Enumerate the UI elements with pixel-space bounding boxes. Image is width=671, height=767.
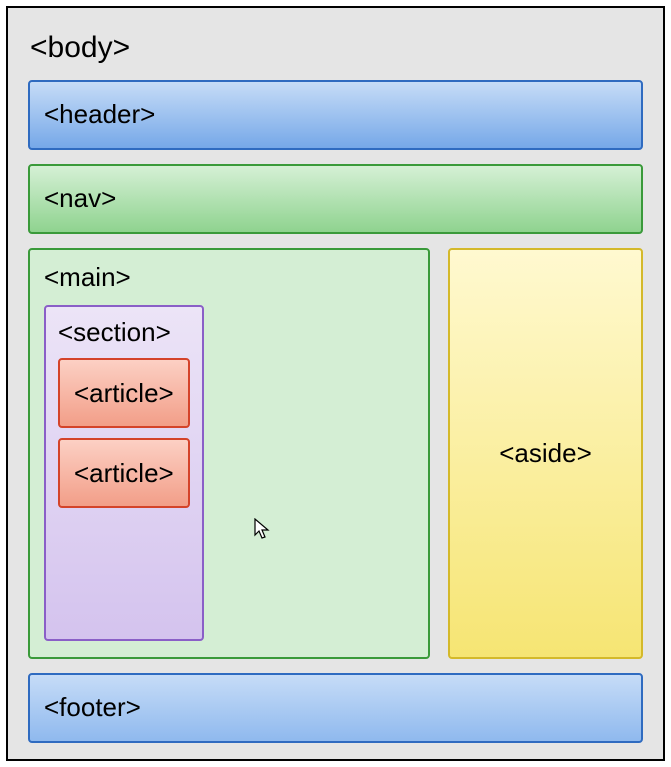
article2-box: <article> [58, 438, 190, 508]
nav-label: <nav> [44, 183, 116, 214]
article1-box: <article> [58, 358, 190, 428]
section-box: <section> <article> <article> [44, 305, 204, 641]
article2-label: <article> [74, 458, 174, 489]
header-label: <header> [44, 99, 155, 130]
mid-row: <main> <section> <article> <article> <as… [28, 248, 643, 659]
section-label: <section> [58, 317, 171, 348]
footer-label: <footer> [44, 692, 141, 723]
body-container: <body> <header> <nav> <main> <section> <… [6, 6, 665, 761]
article1-label: <article> [74, 378, 174, 409]
main-label: <main> [44, 262, 131, 293]
main-box: <main> <section> <article> <article> [28, 248, 430, 659]
footer-box: <footer> [28, 673, 643, 743]
aside-label: <aside> [499, 438, 592, 469]
body-label: <body> [28, 24, 643, 66]
aside-box: <aside> [448, 248, 643, 659]
header-box: <header> [28, 80, 643, 150]
nav-box: <nav> [28, 164, 643, 234]
